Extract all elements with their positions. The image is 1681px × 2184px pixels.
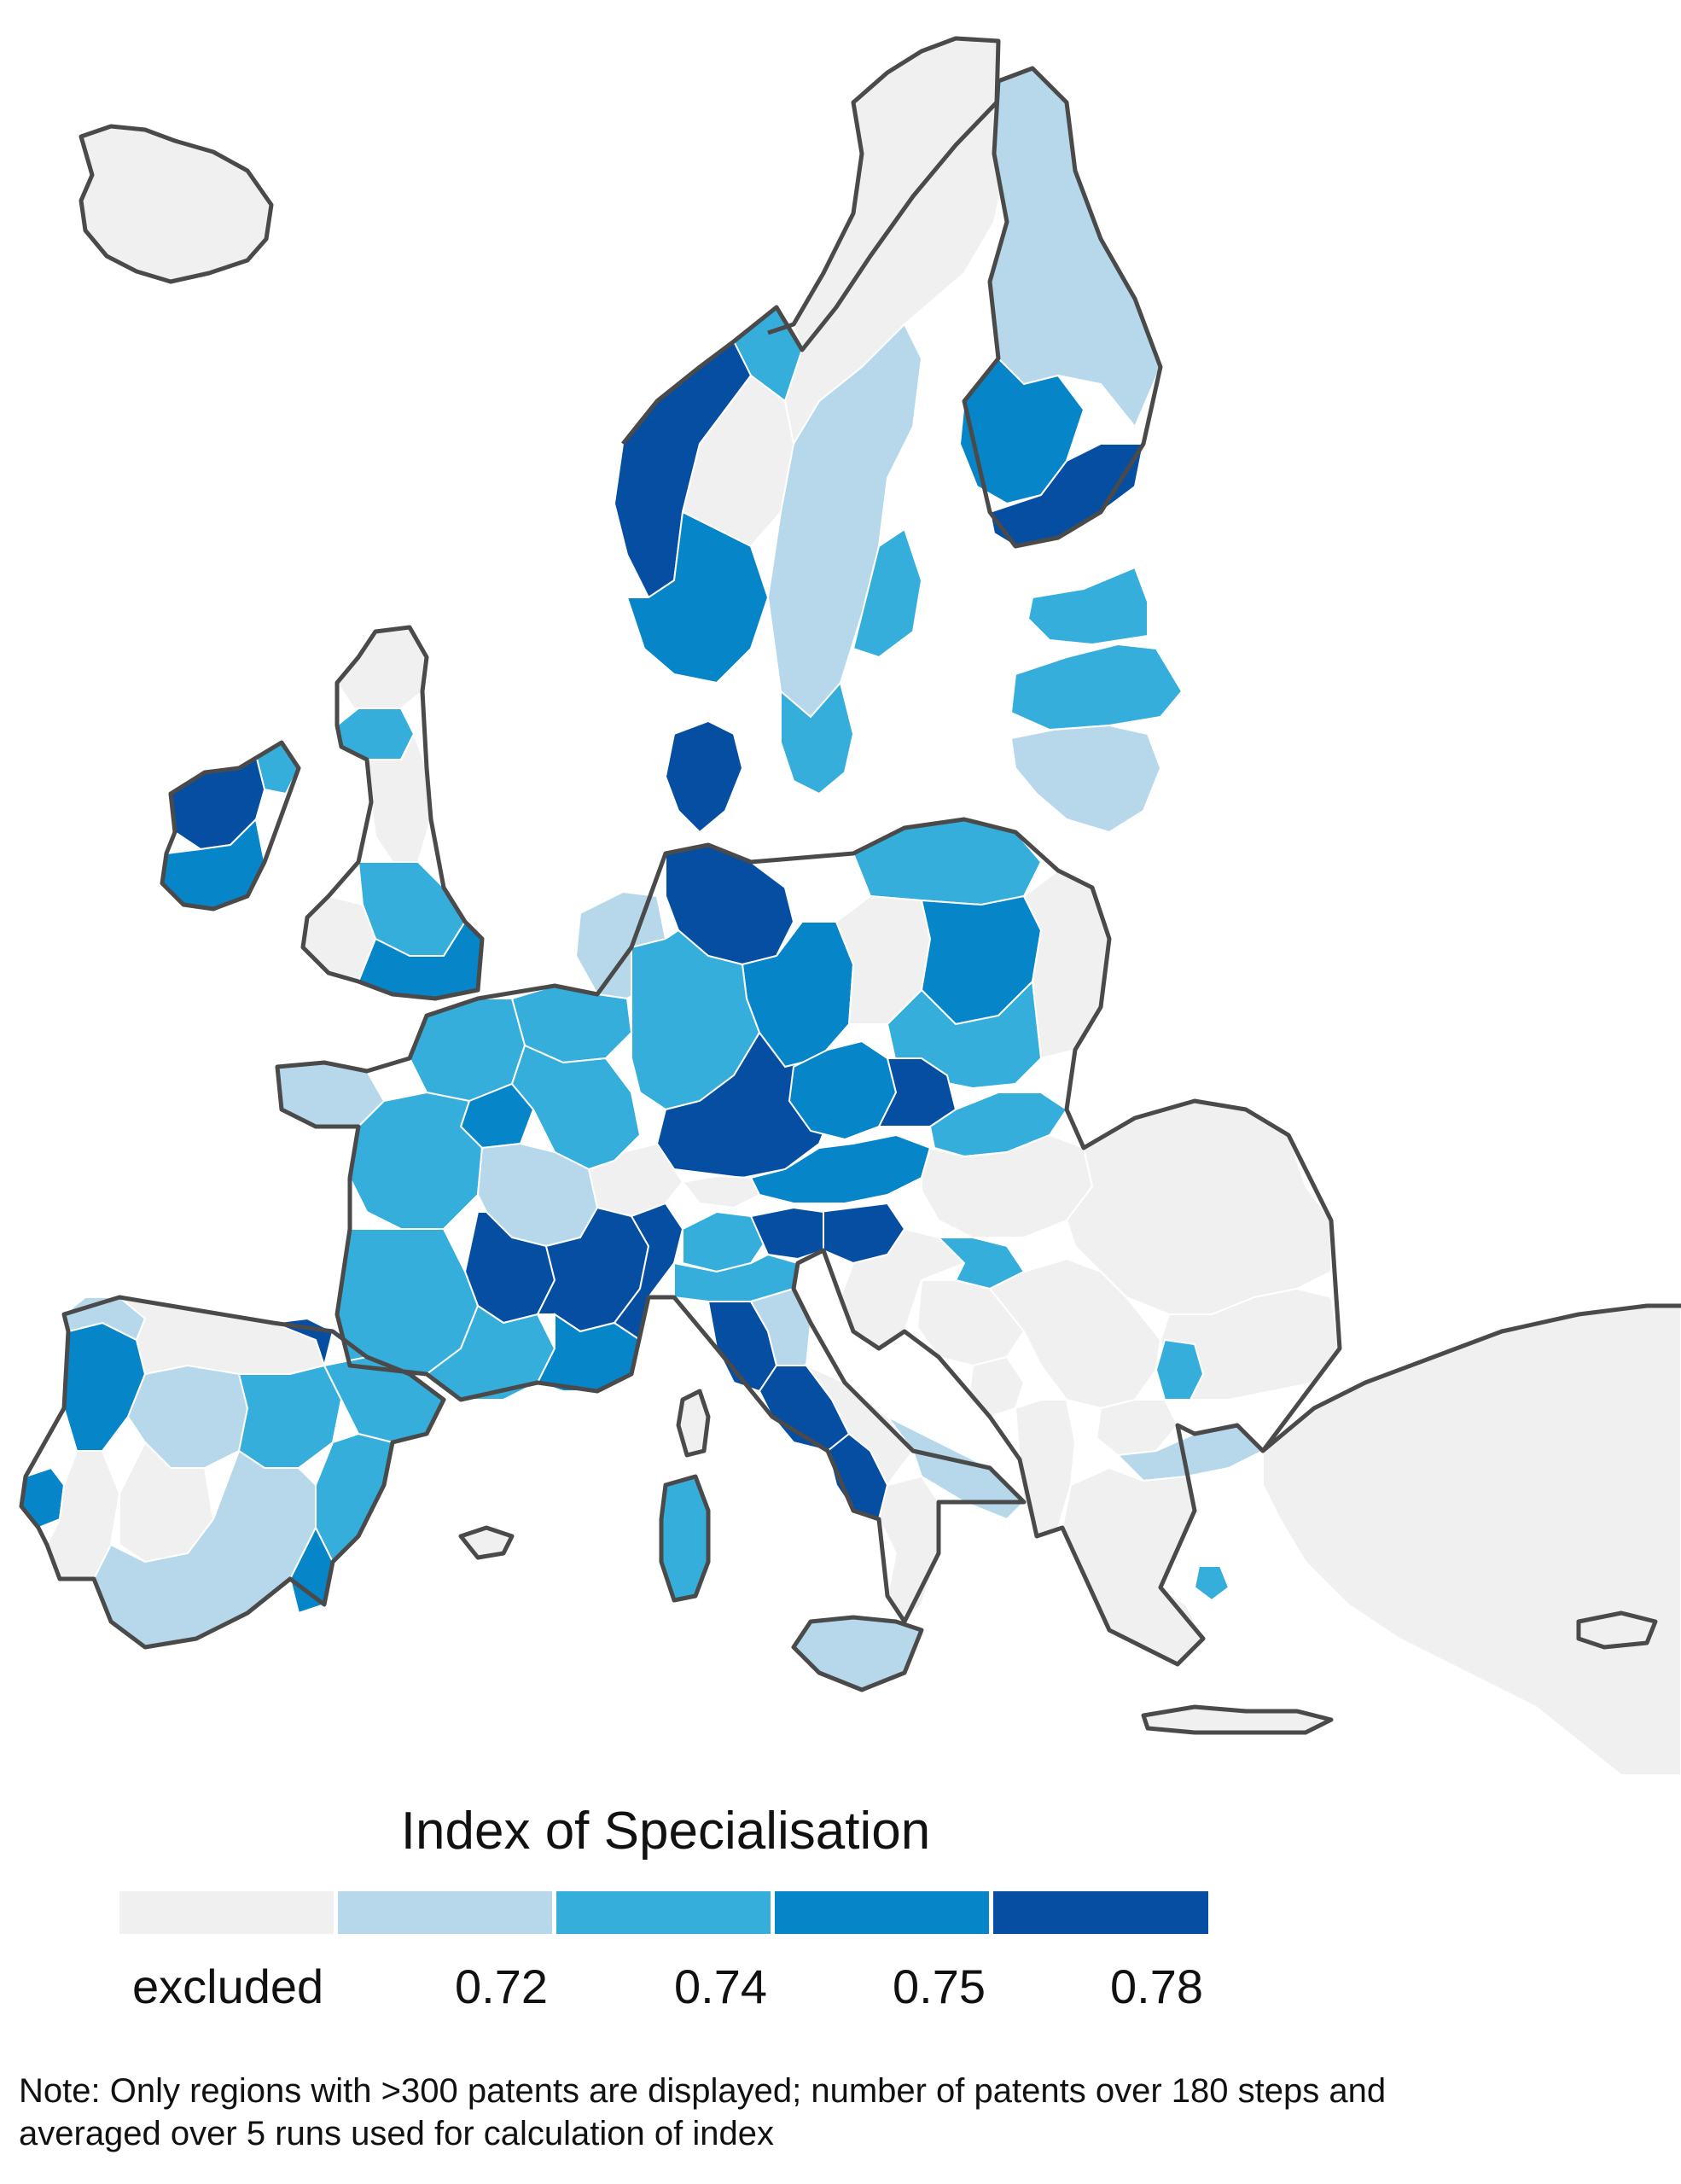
country-border <box>1576 1610 1658 1650</box>
figure-note: Note: Only regions with >300 patents are… <box>19 2070 1640 2155</box>
region-macedonia <box>1095 1399 1179 1457</box>
legend-title: Index of Specialisation <box>400 1802 931 1861</box>
region-turkey-west <box>1262 1305 1681 1775</box>
region-finland-south <box>988 443 1145 548</box>
country-border <box>300 625 485 1001</box>
map-regions <box>20 37 1681 1775</box>
region-occitanie <box>425 1304 556 1401</box>
country-border <box>1261 1303 1681 1453</box>
region-spain-central <box>126 1364 249 1469</box>
legend-label-078: 0.78 <box>1110 1960 1203 2013</box>
country-border <box>458 1525 515 1560</box>
region-latvia <box>1009 643 1184 731</box>
country-border <box>1141 1704 1334 1735</box>
region-france-northeast <box>510 1044 642 1171</box>
region-england-north <box>365 731 433 863</box>
region-lithuania <box>1009 724 1162 834</box>
country-border <box>962 66 1163 549</box>
legend-swatch-072 <box>338 1891 552 1934</box>
region-denmark <box>664 719 744 834</box>
region-portugal-north <box>62 1321 147 1452</box>
country-border <box>19 1295 446 1650</box>
country-border <box>791 1615 924 1692</box>
country-border <box>160 740 301 911</box>
region-attica <box>1193 1565 1230 1602</box>
region-spain-north <box>116 1296 326 1376</box>
legend-label-excluded: excluded <box>132 1960 324 2013</box>
legend-swatch-075 <box>775 1891 989 1934</box>
region-puglia <box>887 1416 1026 1521</box>
legend-swatch-excluded <box>119 1891 334 1934</box>
note-line-2: averaged over 5 runs used for calculatio… <box>19 2115 774 2152</box>
legend-swatch-078 <box>993 1891 1208 1934</box>
region-austria-west <box>681 1174 761 1209</box>
region-norway-south <box>625 510 770 684</box>
legend-label-074: 0.74 <box>674 1960 767 2013</box>
region-veneto <box>749 1206 824 1261</box>
note-line-1: Note: Only regions with >300 patents are… <box>19 2072 1387 2110</box>
region-finland-north <box>988 67 1162 428</box>
region-greece <box>1061 1466 1205 1666</box>
region-sweden-east <box>852 527 923 659</box>
legend-swatch-074 <box>556 1891 771 1934</box>
country-border <box>659 1474 711 1603</box>
region-sweden-south <box>780 680 855 795</box>
legend-label-072: 0.72 <box>455 1960 548 2013</box>
legend-label-075: 0.75 <box>893 1960 986 2013</box>
country-borders <box>19 36 1681 1735</box>
legend-color-bar <box>119 1891 1208 1934</box>
region-madrid <box>237 1364 343 1469</box>
region-lombardy <box>682 1210 770 1273</box>
region-sicily <box>792 1616 923 1692</box>
country-border <box>676 1389 711 1458</box>
region-estonia <box>1027 566 1149 646</box>
country-border <box>79 124 274 284</box>
europe-map <box>19 36 1681 1775</box>
country-border <box>275 817 1342 1667</box>
